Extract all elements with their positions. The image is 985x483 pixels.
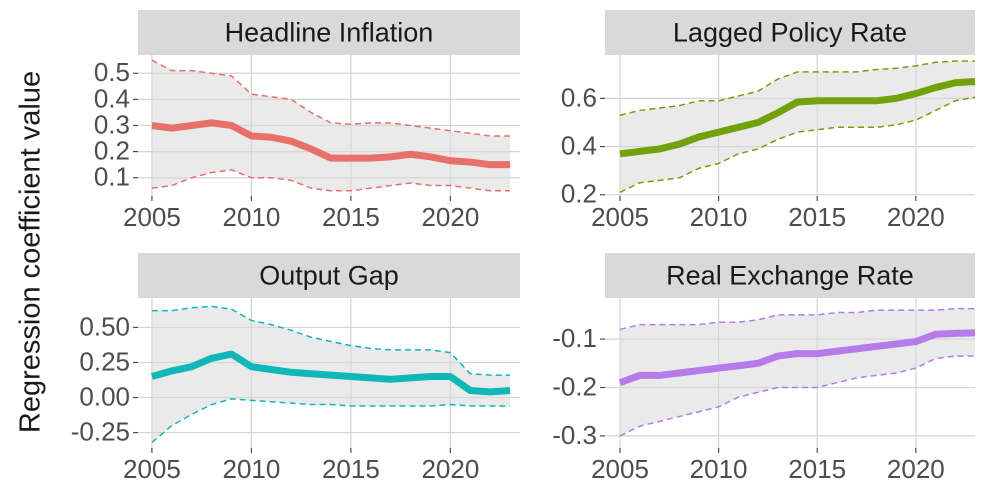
x-tick-label: 2015: [322, 202, 380, 232]
y-tick-label: 0.4: [561, 130, 597, 160]
strip: [138, 10, 520, 55]
x-tick-label: 2015: [322, 454, 380, 483]
y-tick-label: 0.5: [94, 57, 130, 87]
panel-title: Real Exchange Rate: [666, 261, 914, 291]
upper-bound-line: [151, 305, 511, 376]
y-tick-label: 0.1: [94, 162, 130, 192]
x-tick-label: 2010: [222, 202, 280, 232]
x-tick-label: 2010: [690, 454, 748, 483]
confidence-band: [619, 308, 975, 436]
lower-bound-line: [619, 96, 976, 194]
x-tick-label: 2005: [591, 202, 649, 232]
lower-bound-line: [151, 169, 511, 192]
y-tick-label: 0.50: [79, 311, 130, 341]
x-tick-label: 2020: [887, 454, 945, 483]
y-tick-label: -0.2: [552, 371, 597, 401]
x-tick-label: 2020: [421, 202, 479, 232]
x-tick-label: 2015: [788, 202, 846, 232]
x-tick-label: 2010: [222, 454, 280, 483]
estimate-line: [619, 78, 976, 158]
y-tick-label: 0.00: [79, 381, 130, 411]
strip: [138, 253, 520, 298]
y-tick-label: 0.2: [561, 179, 597, 209]
strip: [605, 253, 975, 298]
estimate-line: [618, 329, 976, 386]
x-tick-label: 2005: [123, 454, 181, 483]
estimate-line: [151, 119, 511, 169]
estimate-line: [150, 350, 511, 396]
upper-bound-line: [151, 59, 511, 137]
x-tick-label: 2005: [123, 202, 181, 232]
x-tick-label: 2020: [421, 454, 479, 483]
x-tick-label: 2005: [591, 454, 649, 483]
y-axis-label: Regression coefficient value: [15, 71, 47, 433]
upper-bound-line: [619, 60, 975, 116]
x-tick-label: 2015: [788, 454, 846, 483]
panel-title: Lagged Policy Rate: [673, 18, 907, 48]
x-tick-label: 2020: [887, 202, 945, 232]
y-tick-label: 0.3: [94, 109, 130, 139]
y-tick-label: 0.2: [94, 135, 130, 165]
y-tick-label: 0.6: [561, 82, 597, 112]
y-tick-label: 0.25: [79, 346, 130, 376]
y-tick-label: -0.1: [552, 323, 597, 353]
y-tick-label: -0.25: [71, 416, 130, 446]
panel-title: Output Gap: [259, 261, 399, 291]
panel-title: Headline Inflation: [225, 18, 434, 48]
x-tick-label: 2010: [690, 202, 748, 232]
y-tick-label: -0.3: [552, 420, 597, 450]
confidence-band: [619, 61, 975, 193]
lower-bound-line: [151, 398, 511, 443]
strip: [605, 10, 975, 55]
y-tick-label: 0.4: [94, 83, 130, 113]
lower-bound-line: [619, 355, 975, 437]
